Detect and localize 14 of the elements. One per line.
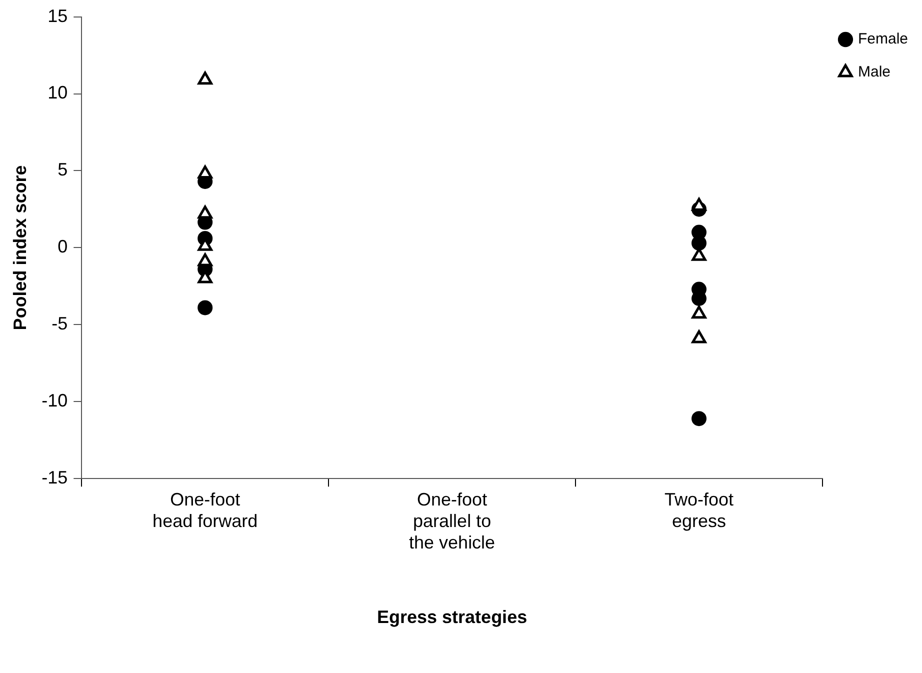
y-tick-label: -15 bbox=[42, 468, 68, 488]
y-axis-title: Pooled index score bbox=[10, 165, 30, 330]
y-tick-label: 5 bbox=[58, 160, 68, 180]
y-tick-label: 0 bbox=[58, 236, 68, 257]
y-tick-label: 15 bbox=[48, 6, 68, 26]
legend-label: Female bbox=[858, 30, 908, 48]
x-tick-label: Two-foot egress bbox=[664, 489, 734, 531]
x-axis-title: Egress strategies bbox=[377, 607, 528, 628]
x-tick-label: One-foot parallel to the vehicle bbox=[409, 489, 496, 553]
y-tick-label: -5 bbox=[52, 314, 68, 334]
y-tick-label: -10 bbox=[42, 390, 68, 411]
legend-label: Male bbox=[858, 64, 890, 81]
y-tick-label: 10 bbox=[48, 82, 68, 103]
x-tick-label: One-foot head forward bbox=[152, 489, 258, 531]
